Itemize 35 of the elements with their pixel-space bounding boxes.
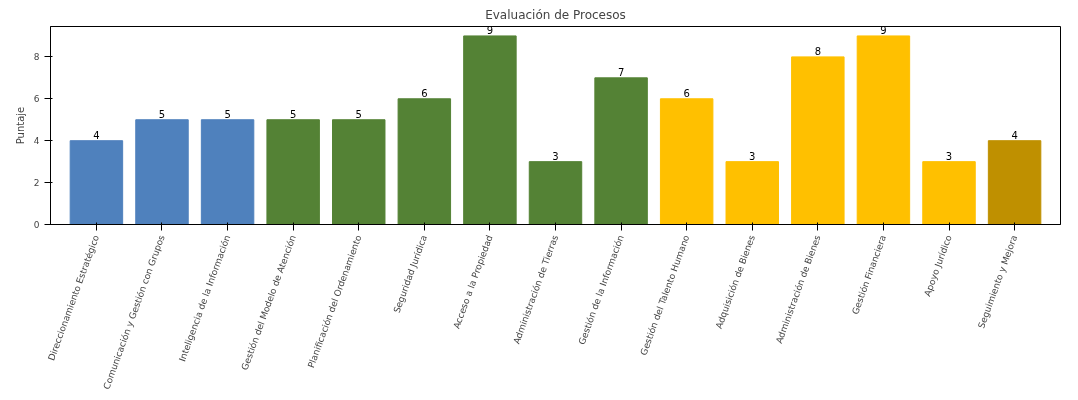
data-label: 6 — [421, 87, 428, 99]
bar — [266, 119, 320, 225]
data-label: 5 — [289, 108, 297, 120]
data-label: 3 — [552, 150, 559, 162]
bar — [791, 56, 845, 225]
bar — [725, 161, 779, 225]
bar — [856, 35, 911, 225]
y-tick-label: 8 — [33, 52, 40, 63]
data-label: 5 — [224, 108, 231, 120]
data-label: 8 — [814, 45, 822, 57]
bar — [659, 98, 714, 225]
y-axis-title: Puntaje — [14, 106, 26, 145]
data-label: 5 — [158, 108, 166, 120]
bar — [922, 161, 976, 225]
data-label: 4 — [1011, 129, 1018, 141]
bar — [135, 119, 189, 225]
bar — [332, 119, 386, 225]
data-label: 4 — [93, 129, 100, 141]
chart-title: Evaluación de Procesos — [485, 7, 626, 22]
data-label: 3 — [749, 150, 756, 162]
bar — [397, 98, 452, 225]
data-label: 5 — [355, 108, 362, 120]
bar — [69, 140, 124, 225]
data-label: 3 — [945, 150, 953, 162]
data-label: 6 — [683, 87, 690, 99]
bar — [594, 77, 648, 225]
bar — [463, 35, 517, 225]
bar — [528, 161, 583, 225]
y-tick-label: 2 — [33, 178, 40, 189]
bar — [200, 119, 255, 225]
data-label: 7 — [617, 66, 625, 78]
y-tick-label: 0 — [33, 220, 40, 230]
bar — [987, 140, 1042, 225]
y-tick-label: 6 — [33, 94, 40, 105]
y-tick-label: 4 — [33, 136, 40, 147]
